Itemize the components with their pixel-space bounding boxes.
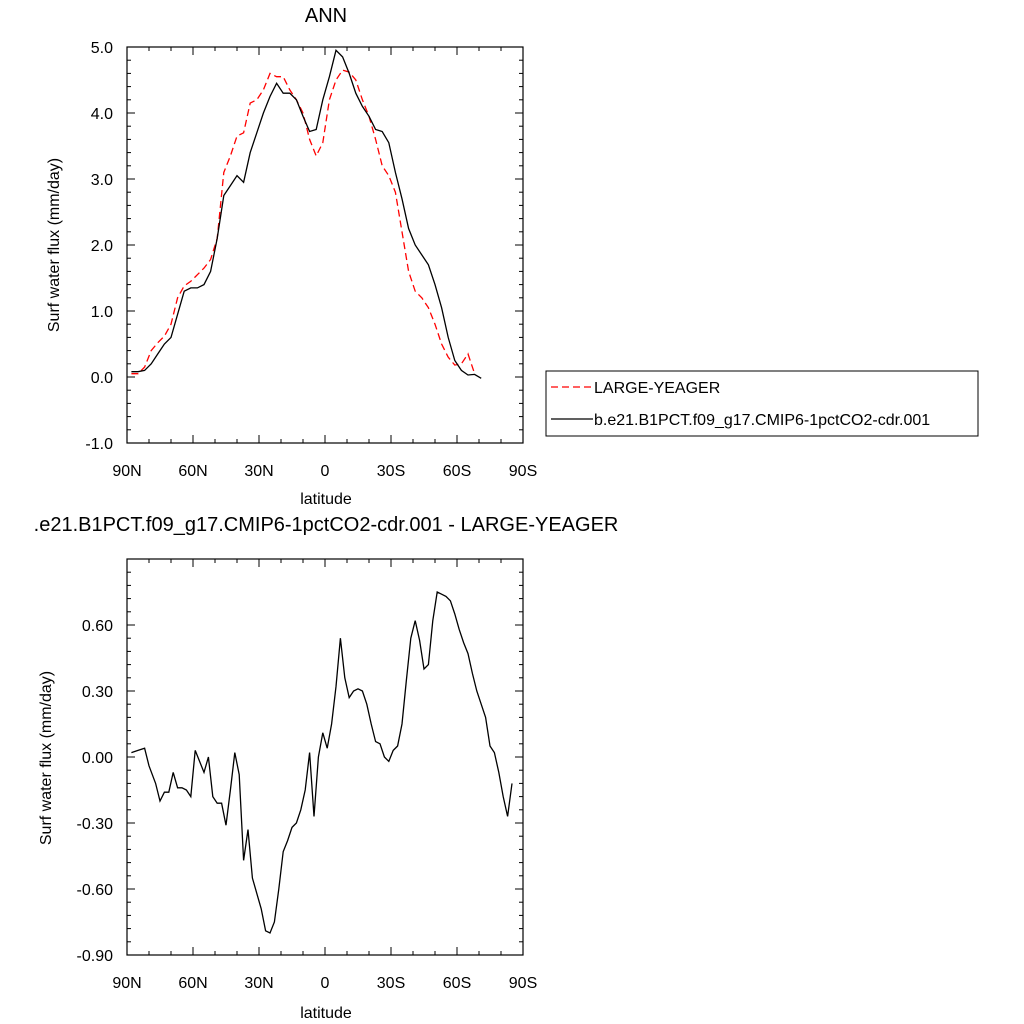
legend-label-large-yeager: LARGE-YEAGER <box>594 380 720 397</box>
axis-ticks: 90N 60N 30N 0 30S 60S 90S -1.0 0.0 1.0 2.0 3.0 4.0 5.… <box>85 40 537 480</box>
y-tick-label: 3.0 <box>91 172 113 189</box>
plot-lines <box>131 591 513 934</box>
x-tick-label: 60S <box>443 975 471 992</box>
plot-frame <box>126 46 524 444</box>
axis-ticks: 90N 60N 30N 0 30S 60S 90S -0.90 -0.60 -0.30 0.00 0.… <box>77 559 537 992</box>
y-tick-label: -0.60 <box>77 882 114 899</box>
x-tick-label: 60S <box>443 463 471 480</box>
y-tick-label: -0.30 <box>77 816 114 833</box>
y-tick-label: 0.00 <box>82 750 113 767</box>
y-tick-label: 0.0 <box>91 370 113 387</box>
x-tick-label: 0 <box>321 463 330 480</box>
panel-title: .e21.B1PCT.f09_g17.CMIP6-1pctCO2-cdr.001… <box>34 514 619 536</box>
y-axis-label: Surf water flux (mm/day) <box>38 671 55 845</box>
y-tick-label: 1.0 <box>91 304 113 321</box>
x-tick-label: 90N <box>112 463 141 480</box>
series-line-1 <box>131 49 482 379</box>
y-axis-label: Surf water flux (mm/day) <box>46 158 63 332</box>
x-tick-label: 60N <box>178 975 207 992</box>
plot-lines <box>131 49 482 379</box>
y-tick-label: -0.90 <box>77 948 114 965</box>
x-tick-label: 90S <box>509 463 537 480</box>
plot-frame <box>126 558 524 956</box>
x-axis-label: latitude <box>300 491 352 508</box>
y-tick-label: 2.0 <box>91 238 113 255</box>
y-tick-label: 5.0 <box>91 40 113 57</box>
x-axis-label: latitude <box>300 1005 352 1022</box>
y-tick-label: -1.0 <box>85 436 113 453</box>
panel-difference: .e21.B1PCT.f09_g17.CMIP6-1pctCO2-cdr.001… <box>34 514 619 1022</box>
series-line-0 <box>131 69 476 375</box>
x-tick-label: 30N <box>244 463 273 480</box>
x-tick-label: 0 <box>321 975 330 992</box>
legend: LARGE-YEAGER b.e21.B1PCT.f09_g17.CMIP6-1… <box>545 370 979 437</box>
panel-title: ANN <box>305 5 347 27</box>
x-tick-label: 30N <box>244 975 273 992</box>
series-line-0 <box>131 591 513 934</box>
y-tick-label: 0.30 <box>82 684 113 701</box>
x-tick-label: 90N <box>112 975 141 992</box>
legend-box <box>545 370 979 437</box>
y-tick-label: 0.60 <box>82 618 113 635</box>
x-tick-label: 60N <box>178 463 207 480</box>
y-tick-label: 4.0 <box>91 106 113 123</box>
x-tick-label: 90S <box>509 975 537 992</box>
panel-ann: ANN Surf water flux (mm/day) latitude 90… <box>46 5 979 508</box>
x-tick-label: 30S <box>377 975 405 992</box>
x-tick-label: 30S <box>377 463 405 480</box>
legend-label-cdr: b.e21.B1PCT.f09_g17.CMIP6-1pctCO2-cdr.00… <box>594 412 930 429</box>
